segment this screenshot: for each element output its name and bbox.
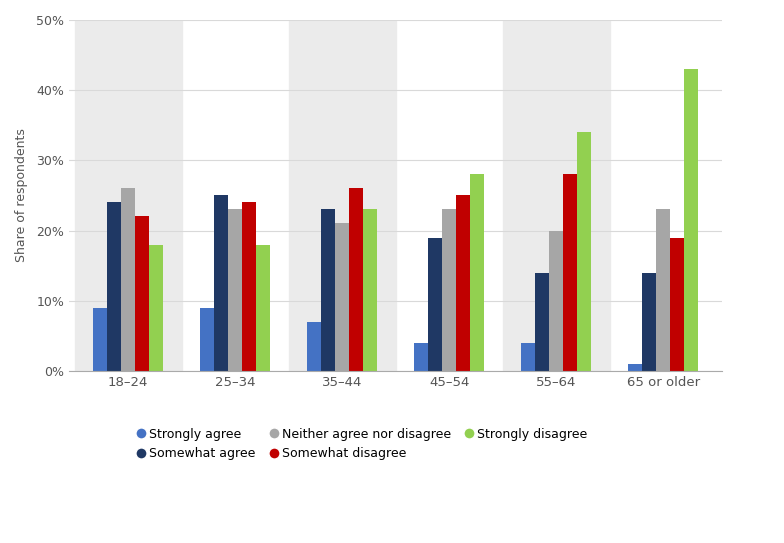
Bar (442, 210, 456, 371)
Bar (289, 20, 396, 371)
Bar (563, 174, 577, 371)
Bar (242, 203, 256, 371)
Bar (521, 343, 535, 371)
Bar (414, 343, 428, 371)
Bar (535, 273, 549, 371)
Bar (503, 20, 610, 371)
Bar (121, 188, 135, 371)
Bar (642, 273, 656, 371)
Bar (107, 203, 121, 371)
Bar (214, 195, 228, 371)
Bar (200, 308, 214, 371)
Bar (456, 195, 470, 371)
Bar (335, 224, 349, 371)
Bar (93, 308, 107, 371)
Bar (470, 174, 484, 371)
Bar (307, 321, 321, 371)
Bar (149, 244, 163, 371)
Bar (670, 237, 684, 371)
Bar (549, 231, 563, 371)
Bar (135, 217, 149, 371)
Bar (321, 210, 335, 371)
Bar (428, 237, 442, 371)
Bar (228, 210, 242, 371)
Bar (656, 210, 670, 371)
Legend: Strongly agree, Somewhat agree, Neither agree nor disagree, Somewhat disagree, S: Strongly agree, Somewhat agree, Neither … (133, 422, 593, 465)
Bar (363, 210, 377, 371)
Bar (628, 364, 642, 371)
Bar (256, 244, 270, 371)
Bar (74, 20, 182, 371)
Bar (349, 188, 363, 371)
Bar (684, 69, 698, 371)
Y-axis label: Share of respondents: Share of respondents (15, 129, 28, 262)
Bar (577, 132, 591, 371)
